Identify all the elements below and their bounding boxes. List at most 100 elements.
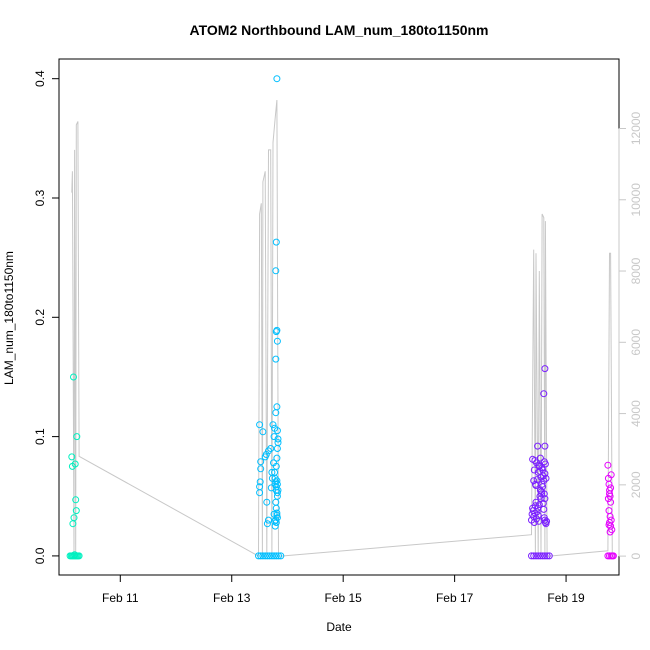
data-point [269,421,277,429]
data-point [541,495,549,503]
data-point [538,490,545,498]
data-point [262,451,270,458]
data-point [273,509,281,517]
data-point [273,454,281,462]
right-tick-label: 4000 [629,400,643,427]
right-tick-label: 10000 [629,183,643,217]
data-point [72,507,80,515]
data-point [607,484,615,492]
x-axis-label: Date [326,620,352,634]
x-tick-label: Feb 11 [102,591,139,605]
data-point [536,454,544,462]
data-point [533,508,541,516]
data-point [532,482,540,489]
data-point [534,552,542,560]
secondary-series-line [71,99,614,557]
data-point [273,75,281,83]
data-point [605,521,613,529]
data-point [273,403,281,411]
data-point [256,421,264,429]
data-point [275,552,282,560]
y-tick-label: 0.1 [33,428,47,445]
right-y-axis: 0 2000 4000 6000 8000 10000 12000 [618,111,643,559]
data-point [266,552,274,560]
data-point [539,472,547,480]
data-point [273,514,281,522]
data-point [273,337,281,345]
x-axis: Feb 11 Feb 13 Feb 15 Feb 17 Feb 19 [102,574,585,605]
data-point [530,519,538,526]
data-point [541,460,549,468]
data-point [271,474,279,482]
data-point [73,433,81,441]
y-tick-label: 0.4 [33,70,47,87]
x-tick-label: Feb 17 [436,591,474,605]
data-point [71,460,79,468]
data-point [259,428,267,436]
data-point [533,515,540,523]
data-point [533,459,540,467]
data-point [257,465,265,473]
data-point [543,517,551,525]
data-point [270,552,278,560]
data-point [272,519,280,526]
data-point [609,552,617,560]
data-point [606,528,614,536]
chart-title: ATOM2 Northbound LAM_num_180to1150nm [190,22,489,38]
data-point [605,507,613,515]
data-point [541,442,549,450]
data-point [257,458,265,466]
data-point [539,552,547,560]
data-point [272,552,280,560]
data-point [257,552,265,560]
data-point [534,442,542,450]
data-point [259,552,267,560]
data-point [268,552,276,560]
data-point [255,552,262,560]
data-point [543,552,551,560]
data-point [540,477,548,485]
y-tick-label: 0.3 [33,189,47,206]
data-point [272,238,280,246]
data-point [530,552,538,560]
data-point [605,480,613,488]
y-axis: 0.0 0.1 0.2 0.3 0.4 [33,70,59,564]
data-point [604,495,612,503]
data-point [256,478,264,486]
data-point [274,435,282,443]
data-point [263,520,271,528]
data-point [273,445,281,452]
x-tick-label: Feb 19 [547,591,585,605]
data-point [274,486,282,494]
data-point [541,365,549,373]
right-tick-label: 8000 [629,257,643,284]
data-point [256,489,264,497]
data-point [540,505,548,513]
data-point [528,552,535,560]
y-tick-label: 0.0 [33,547,47,564]
y-tick-label: 0.2 [33,309,47,326]
data-point [529,455,537,463]
data-point [607,471,615,479]
x-tick-label: Feb 15 [324,591,362,605]
data-point [69,520,77,528]
right-tick-label: 2000 [629,471,643,498]
data-point [261,552,269,560]
data-point [272,462,280,470]
y-axis-label: LAM_num_180to1150nm [2,251,16,385]
x-tick-label: Feb 13 [213,591,251,605]
data-point [540,390,548,398]
data-point [274,439,282,447]
data-point [70,373,77,381]
data-point [536,552,544,560]
data-point [272,267,280,275]
data-point [263,552,271,560]
right-tick-label: 0 [629,552,643,559]
data-point [607,498,615,506]
data-point [277,552,285,560]
data-point [75,552,83,560]
right-tick-label: 12000 [629,111,643,145]
data-point [541,552,549,560]
data-point [267,445,275,452]
